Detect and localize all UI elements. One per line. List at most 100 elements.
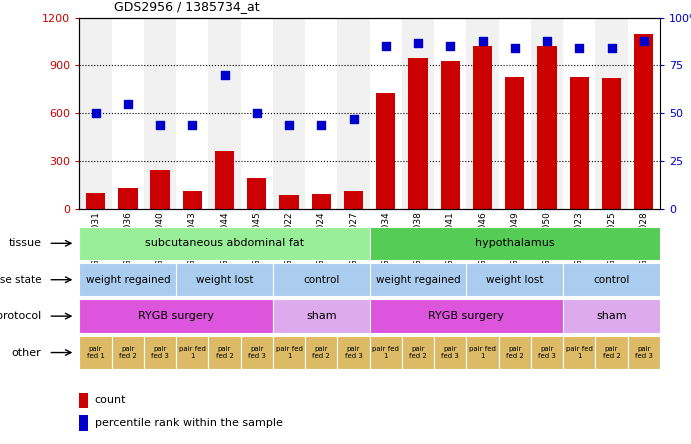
Bar (247, 178, 267, 209)
Text: pair
fed 3: pair fed 3 (151, 346, 169, 359)
Bar (627, 18, 660, 209)
Bar (531, 336, 563, 369)
Bar (563, 263, 660, 297)
Text: protocol: protocol (0, 311, 41, 321)
Text: pair
fed 2: pair fed 2 (603, 346, 621, 359)
Bar (79, 226, 370, 260)
Point (122, 100, 133, 107)
Bar (144, 336, 176, 369)
Bar (627, 336, 660, 369)
Text: weight lost: weight lost (196, 275, 254, 285)
Text: pair
fed 3: pair fed 3 (345, 346, 363, 359)
Text: pair
fed 3: pair fed 3 (248, 346, 266, 359)
Point (509, 45, 520, 52)
Bar (402, 336, 434, 369)
Point (574, 45, 585, 52)
Bar (596, 18, 627, 209)
Bar (215, 151, 234, 209)
Bar (563, 18, 596, 209)
Bar (337, 336, 370, 369)
Text: RYGB surgery: RYGB surgery (428, 311, 504, 321)
Bar (79, 18, 112, 209)
Bar (176, 263, 273, 297)
Bar (499, 18, 531, 209)
Point (413, 39, 424, 46)
Point (477, 37, 488, 44)
Bar (273, 263, 370, 297)
Bar (370, 299, 563, 333)
Point (252, 110, 263, 117)
Text: pair
fed 3: pair fed 3 (442, 346, 460, 359)
Text: sham: sham (306, 311, 337, 321)
Bar (370, 263, 466, 297)
Point (316, 121, 327, 128)
Text: hypothalamus: hypothalamus (475, 238, 555, 248)
Bar (79, 263, 176, 297)
Bar (370, 18, 402, 209)
Point (380, 43, 391, 50)
Bar (176, 336, 209, 369)
Text: subcutaneous abdominal fat: subcutaneous abdominal fat (145, 238, 304, 248)
Point (90, 110, 101, 117)
Text: pair fed
1: pair fed 1 (276, 346, 303, 359)
Bar (273, 336, 305, 369)
Text: other: other (12, 348, 41, 357)
Text: control: control (303, 275, 339, 285)
Point (187, 121, 198, 128)
Bar (466, 18, 499, 209)
Text: control: control (594, 275, 630, 285)
Text: pair
fed 2: pair fed 2 (216, 346, 234, 359)
Text: disease state: disease state (0, 275, 41, 285)
Bar (473, 46, 492, 209)
Bar (634, 34, 654, 209)
Bar (118, 188, 138, 209)
Bar (563, 336, 596, 369)
Bar (305, 336, 337, 369)
Point (542, 37, 553, 44)
Point (606, 45, 617, 52)
Text: weight regained: weight regained (376, 275, 460, 285)
Bar (531, 18, 563, 209)
Point (219, 71, 230, 79)
Bar (112, 336, 144, 369)
Point (283, 121, 294, 128)
Bar (144, 18, 176, 209)
Bar (273, 299, 370, 333)
Point (348, 115, 359, 123)
Bar (408, 58, 428, 209)
Bar (466, 263, 563, 297)
Bar (376, 92, 395, 209)
Bar (344, 191, 363, 209)
Bar (312, 194, 331, 209)
Bar (370, 336, 402, 369)
Bar (499, 336, 531, 369)
Bar (305, 18, 337, 209)
Bar (596, 336, 627, 369)
Text: weight lost: weight lost (486, 275, 544, 285)
Bar (370, 226, 660, 260)
Text: tissue: tissue (8, 238, 41, 248)
Bar (240, 336, 273, 369)
Bar (79, 336, 112, 369)
Text: weight regained: weight regained (86, 275, 170, 285)
Text: pair
fed 1: pair fed 1 (86, 346, 104, 359)
Bar (176, 18, 209, 209)
Bar (182, 191, 202, 209)
Bar (209, 336, 240, 369)
Text: pair fed
1: pair fed 1 (469, 346, 496, 359)
Point (155, 121, 166, 128)
Bar (112, 18, 144, 209)
Point (638, 37, 650, 44)
Bar (505, 77, 524, 209)
Bar (79, 393, 88, 408)
Bar (441, 61, 460, 209)
Bar (273, 18, 305, 209)
Text: pair
fed 2: pair fed 2 (506, 346, 524, 359)
Bar (434, 18, 466, 209)
Text: pair fed
1: pair fed 1 (372, 346, 399, 359)
Text: RYGB surgery: RYGB surgery (138, 311, 214, 321)
Point (445, 43, 456, 50)
Bar (240, 18, 273, 209)
Text: pair
fed 2: pair fed 2 (312, 346, 330, 359)
Text: pair
fed 2: pair fed 2 (119, 346, 137, 359)
